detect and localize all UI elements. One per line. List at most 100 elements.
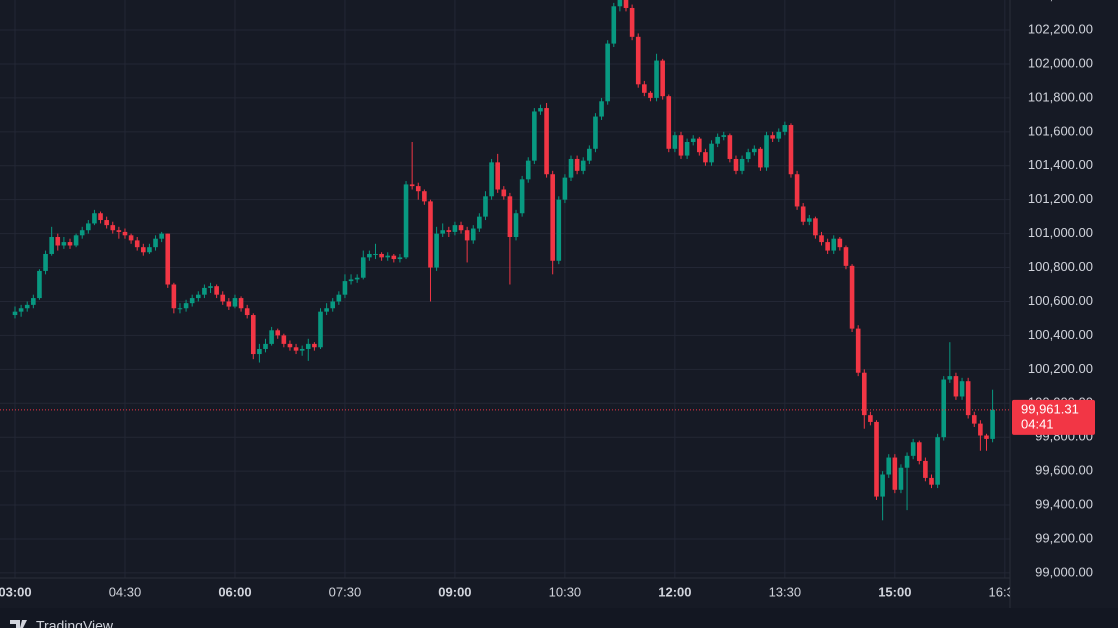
candle (959, 377, 965, 400)
candle (269, 326, 274, 346)
candle-body (690, 138, 696, 142)
candle (299, 345, 305, 356)
candle-body (861, 372, 867, 416)
candle-body (238, 298, 244, 309)
candle-body (318, 311, 323, 348)
candle (159, 231, 164, 243)
candle-body (92, 213, 97, 224)
candle (434, 226, 439, 271)
candle (477, 213, 482, 232)
candle-body (813, 218, 818, 236)
candle (642, 80, 647, 97)
candle (587, 145, 592, 165)
candle (232, 294, 238, 309)
candle (354, 274, 360, 283)
candle (507, 192, 513, 285)
candle (110, 221, 116, 234)
candle (556, 196, 562, 265)
candle-body (971, 415, 977, 424)
candle (923, 457, 928, 482)
candle (709, 140, 714, 166)
candle-body (79, 230, 85, 236)
candle (599, 97, 604, 120)
candle-body (134, 240, 140, 248)
candle (910, 438, 916, 460)
candle-body (354, 277, 360, 280)
candle (519, 175, 525, 217)
candle-body (165, 233, 171, 285)
candle (281, 333, 287, 348)
candle (452, 221, 458, 236)
candle-body (415, 186, 421, 192)
candle (874, 420, 879, 500)
candle (538, 104, 543, 115)
candle-body (202, 287, 207, 295)
candle (971, 411, 977, 428)
candle-body (562, 177, 568, 200)
y-tick-label: 100,600.00 (1028, 293, 1093, 308)
candle (800, 203, 806, 226)
x-tick-label: 07:30 (329, 584, 362, 599)
candle (892, 454, 898, 494)
candle (513, 209, 519, 241)
candle-body (666, 96, 672, 149)
candle-body (544, 108, 549, 175)
candle-body (587, 148, 592, 161)
x-tick-label: 15:00 (878, 584, 911, 599)
candle-body (923, 460, 928, 478)
candle (250, 313, 256, 360)
candle-body (379, 253, 384, 258)
candle-body (275, 330, 281, 336)
candle (495, 153, 500, 193)
candle-body (244, 308, 250, 316)
candle (678, 131, 684, 159)
y-tick-label: 100,400.00 (1028, 327, 1093, 342)
candle-body (678, 135, 684, 156)
candle-body (916, 442, 922, 461)
candle (464, 226, 470, 263)
candle (904, 452, 910, 511)
candle (568, 155, 574, 182)
candle-body (752, 148, 757, 153)
candle-body (580, 160, 586, 171)
candle-body (978, 423, 983, 436)
candle-body (965, 381, 971, 416)
candle (202, 284, 207, 299)
candle-body (593, 116, 598, 149)
candle (843, 245, 849, 270)
candle-body (434, 233, 439, 268)
candle-body (880, 474, 885, 497)
candle (330, 298, 336, 312)
candle (605, 40, 610, 105)
candle-body (849, 265, 855, 329)
candle-body (953, 376, 959, 397)
candle-body (403, 184, 409, 258)
y-tick-label: 102,000.00 (1028, 55, 1093, 70)
candle (373, 243, 378, 260)
candle (403, 181, 409, 260)
candle-body (86, 223, 91, 231)
candle-body (464, 230, 470, 241)
candle (794, 170, 800, 210)
candle (428, 199, 433, 302)
candle (391, 253, 397, 263)
candle-body (159, 233, 164, 239)
candle-body (745, 152, 751, 159)
candle (415, 182, 421, 200)
candle (819, 231, 824, 246)
candle (318, 308, 323, 349)
candle (275, 328, 281, 339)
candle (690, 135, 696, 146)
candle-body (269, 330, 274, 344)
countdown: 04:41 (1021, 416, 1054, 431)
candle-body (110, 225, 116, 231)
candle-body (61, 242, 67, 246)
candle-body (519, 179, 525, 214)
candle-body (654, 60, 659, 98)
candle (104, 216, 109, 229)
candle-body (122, 231, 128, 236)
candle (672, 131, 678, 153)
candle (721, 131, 727, 141)
candle (61, 237, 67, 249)
candle-body (428, 201, 433, 268)
